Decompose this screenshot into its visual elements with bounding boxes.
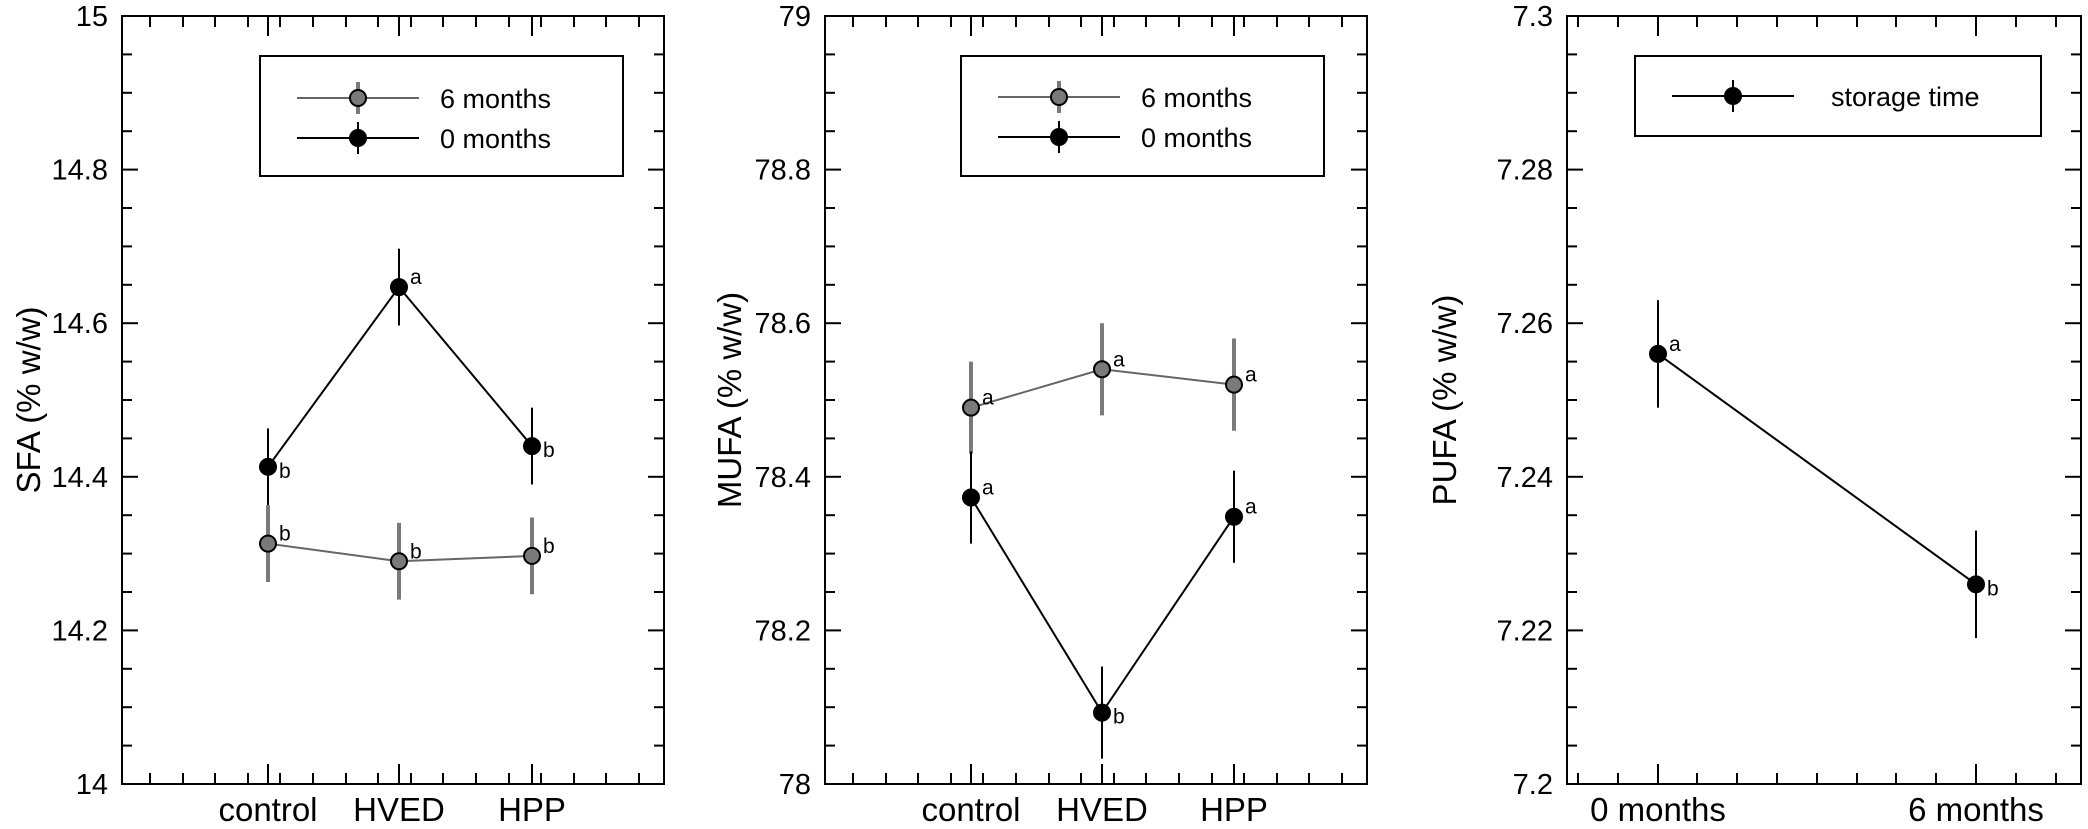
- legend-marker: [349, 129, 367, 147]
- series-line: [1657, 353, 1977, 586]
- legend-marker: [1724, 87, 1742, 105]
- legend-marker: [1050, 128, 1068, 146]
- y-tick-label: 78.4: [755, 462, 811, 494]
- chart-panel-2: 78 78.2 78.4 78.6 78.8 79 control HVED HPP MUFA (…: [711, 1, 1368, 828]
- series-0-months: b a b: [259, 248, 555, 506]
- data-point: [962, 488, 980, 507]
- x-tick-label: HVED: [1056, 791, 1148, 828]
- y-tick-label: 15: [76, 1, 108, 33]
- significance-letter: b: [1987, 577, 1999, 600]
- legend-label: 0 months: [440, 124, 551, 154]
- x-tick-label: control: [921, 791, 1020, 828]
- data-point: [390, 552, 408, 571]
- x-tick-label: 6 months: [1908, 791, 2044, 828]
- significance-letter: b: [543, 535, 555, 558]
- data-point: [523, 546, 541, 565]
- significance-letter: a: [1113, 348, 1125, 371]
- series-0-months: a b a: [962, 451, 1257, 759]
- significance-letter: a: [1245, 496, 1257, 519]
- data-point: [523, 437, 541, 456]
- significance-letter: a: [410, 266, 422, 289]
- x-tick-label: HPP: [498, 791, 566, 828]
- legend-label: 0 months: [1141, 123, 1252, 153]
- data-point: [962, 398, 980, 417]
- y-axis-label: PUFA (% w/w): [1426, 295, 1463, 506]
- legend: 6 months 0 months: [960, 55, 1325, 177]
- data-point: [390, 278, 408, 297]
- y-tick-label: 7.28: [1497, 155, 1553, 187]
- x-tick-label: 0 months: [1590, 791, 1726, 828]
- legend: 6 months 0 months: [259, 55, 624, 177]
- significance-letter: a: [1245, 364, 1257, 387]
- data-point: [1967, 575, 1985, 594]
- y-tick-label: 14.6: [52, 308, 108, 340]
- data-point: [1093, 360, 1111, 379]
- y-tick-label: 14: [76, 769, 108, 801]
- y-tick-label: 7.24: [1497, 462, 1553, 494]
- legend: storage time: [1634, 55, 2042, 137]
- chart-panel-3: 7.2 7.22 7.24 7.26 7.28 7.3 0 months 6 months PU…: [1426, 1, 2082, 828]
- series-storage-time: ab: [1649, 300, 1999, 639]
- significance-letter: b: [410, 540, 422, 563]
- y-tick-label: 7.2: [1513, 769, 1553, 801]
- data-point: [259, 457, 277, 476]
- legend-box: [960, 55, 1325, 177]
- y-tick-label: 7.26: [1497, 308, 1553, 340]
- y-tick-label: 14.4: [52, 462, 108, 494]
- y-tick-label: 7.3: [1513, 1, 1553, 33]
- chart-panel-1: 14 14.2 14.4 14.6 14.8 15 control HVED HPP SFA (%…: [10, 1, 665, 828]
- significance-letter: a: [982, 387, 994, 410]
- legend-marker: [349, 89, 367, 107]
- legend-label: 6 months: [440, 84, 551, 114]
- data-point: [1225, 375, 1243, 394]
- legend-label: storage time: [1831, 82, 1980, 112]
- significance-letter: b: [1113, 706, 1125, 729]
- significance-letter: b: [279, 460, 291, 483]
- legend-marker: [1050, 88, 1068, 106]
- data-point: [1225, 507, 1243, 526]
- x-tick-label: HVED: [353, 791, 445, 828]
- y-tick-label: 78.2: [755, 615, 811, 647]
- significance-letter: b: [543, 439, 555, 462]
- y-tick-label: 78.8: [755, 155, 811, 187]
- series-6-months: bb b: [259, 505, 555, 600]
- significance-letter: a: [1669, 333, 1681, 356]
- y-tick-label: 7.22: [1497, 615, 1553, 647]
- y-axis-label: SFA (% w/w): [10, 306, 47, 493]
- y-tick-label: 14.8: [52, 155, 108, 187]
- data-point: [259, 534, 277, 553]
- series-6-months: a a a: [962, 323, 1257, 454]
- significance-letter: a: [982, 477, 994, 500]
- legend-box: [259, 55, 624, 177]
- data-point: [1649, 344, 1667, 363]
- y-tick-label: 79: [779, 1, 811, 33]
- y-tick-label: 78: [779, 769, 811, 801]
- x-tick-label: control: [218, 791, 317, 828]
- data-point: [1093, 703, 1111, 722]
- significance-letter: b: [279, 523, 291, 546]
- y-tick-label: 14.2: [52, 615, 108, 647]
- legend-label: 6 months: [1141, 83, 1252, 113]
- y-axis-label: MUFA (% w/w): [711, 292, 748, 508]
- y-tick-label: 78.6: [755, 308, 811, 340]
- x-tick-label: HPP: [1200, 791, 1268, 828]
